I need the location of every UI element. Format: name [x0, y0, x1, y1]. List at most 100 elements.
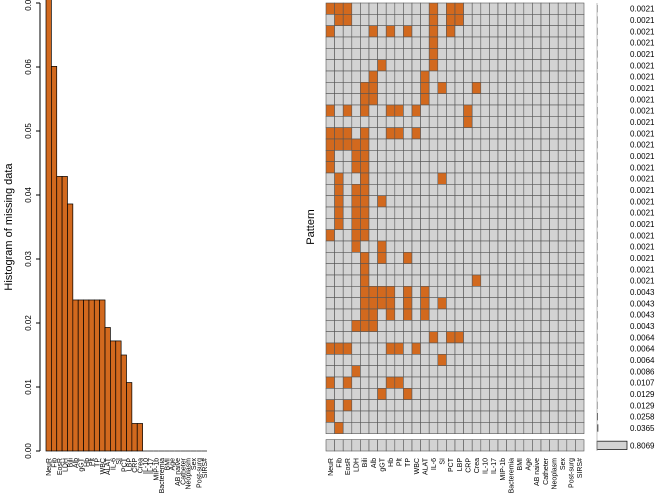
pattern-cell-observed — [463, 410, 473, 423]
pattern-cell-missing — [463, 116, 473, 128]
pattern-cell-missing — [368, 25, 378, 38]
pattern-cell-observed — [446, 195, 456, 208]
pattern-cell-observed — [514, 365, 525, 378]
pattern-cell-observed — [523, 161, 533, 174]
pattern-cell-missing — [334, 14, 344, 26]
pattern-cell-observed — [403, 229, 413, 242]
pattern-cell-observed — [557, 150, 568, 162]
pattern-cell-observed — [532, 286, 542, 298]
pattern-proportion-label: 0.0021 — [630, 107, 655, 116]
pattern-cell-observed — [549, 195, 559, 208]
pattern-x-tick-label: Alb — [371, 458, 378, 468]
pattern-cell-observed — [506, 116, 516, 128]
pattern-cell-observed — [532, 229, 542, 242]
pattern-cell-observed — [420, 274, 430, 287]
pattern-cell-observed — [334, 161, 344, 174]
pattern-cell-observed — [377, 206, 387, 219]
pattern-cell-observed — [446, 263, 456, 276]
pattern-cell-observed — [557, 308, 568, 321]
pattern-cell-observed — [360, 2, 370, 15]
pattern-cell-observed — [360, 354, 370, 366]
pattern-cell-observed — [480, 342, 490, 355]
pattern-cell-missing — [342, 127, 353, 140]
pattern-cell-observed — [489, 439, 499, 452]
pattern-cell-observed — [532, 274, 542, 287]
pattern-cell-observed — [342, 286, 353, 298]
pattern-cell-observed — [540, 161, 550, 174]
pattern-cell-observed — [411, 36, 421, 49]
pattern-cell-observed — [446, 399, 456, 412]
pattern-cell-observed — [437, 286, 447, 298]
pattern-cell-observed — [437, 48, 447, 60]
pattern-cell-missing — [463, 104, 473, 117]
pattern-cell-observed — [420, 354, 430, 366]
pattern-cell-observed — [394, 150, 404, 162]
pattern-proportion-label: 0.0021 — [630, 197, 655, 206]
pattern-cell-missing — [411, 104, 421, 117]
pattern-cell-observed — [342, 274, 353, 287]
pattern-proportion-label: 0.0021 — [630, 73, 655, 82]
pattern-cell-observed — [540, 150, 550, 162]
pattern-cell-observed — [334, 388, 344, 400]
pattern-cell-observed — [454, 376, 464, 389]
pattern-cell-observed — [506, 138, 516, 151]
pattern-cell-observed — [351, 25, 361, 38]
pattern-cell-observed — [437, 127, 447, 140]
pattern-cell-observed — [403, 410, 413, 423]
pattern-cell-observed — [575, 388, 585, 400]
pattern-cell-observed — [420, 331, 430, 344]
pattern-cell-observed — [403, 422, 413, 434]
histogram-x-tick-label: SI — [116, 458, 123, 465]
pattern-cell-missing — [403, 286, 413, 298]
pattern-cell-observed — [428, 93, 439, 106]
pattern-cell-observed — [351, 36, 361, 49]
pattern-cell-observed — [437, 104, 447, 117]
pattern-cell-observed — [342, 150, 353, 162]
pattern-cell-observed — [532, 195, 542, 208]
pattern-cell-observed — [377, 116, 387, 128]
pattern-cell-observed — [463, 274, 473, 287]
pattern-cell-observed — [334, 308, 344, 321]
pattern-cell-observed — [446, 206, 456, 219]
pattern-cell-observed — [463, 286, 473, 298]
pattern-cell-observed — [489, 25, 499, 38]
pattern-cell-missing — [360, 184, 370, 196]
histogram-bar — [120, 354, 127, 452]
pattern-cell-observed — [532, 116, 542, 128]
pattern-cell-observed — [437, 331, 447, 344]
pattern-cell-observed — [506, 388, 516, 400]
pattern-cell-missing — [420, 286, 430, 298]
pattern-cell-observed — [385, 354, 396, 366]
pattern-cell-observed — [437, 388, 447, 400]
pattern-cell-observed — [549, 138, 559, 151]
pattern-cell-observed — [532, 388, 542, 400]
pattern-cell-observed — [489, 138, 499, 151]
pattern-cell-observed — [377, 82, 387, 94]
pattern-cell-observed — [428, 439, 439, 452]
pattern-cell-observed — [514, 399, 525, 412]
pattern-cell-observed — [334, 36, 344, 49]
pattern-cell-observed — [411, 376, 421, 389]
pattern-cell-observed — [368, 365, 378, 378]
pattern-cell-observed — [351, 308, 361, 321]
pattern-cell-observed — [454, 252, 464, 264]
pattern-cell-observed — [437, 70, 447, 83]
pattern-cell-observed — [532, 161, 542, 174]
pattern-cell-observed — [428, 365, 439, 378]
pattern-cell-observed — [575, 342, 585, 355]
pattern-cell-observed — [394, 297, 404, 310]
pattern-cell-missing — [368, 82, 378, 94]
pattern-cell-observed — [506, 376, 516, 389]
pattern-cell-observed — [506, 59, 516, 72]
pattern-cell-observed — [446, 48, 456, 60]
pattern-cell-observed — [428, 206, 439, 219]
pattern-cell-observed — [420, 2, 430, 15]
pattern-cell-observed — [506, 218, 516, 230]
pattern-x-tick-label: Neoplasm — [551, 458, 558, 490]
pattern-cell-observed — [446, 376, 456, 389]
pattern-cell-observed — [463, 308, 473, 321]
pattern-cell-observed — [360, 342, 370, 355]
pattern-cell-observed — [549, 297, 559, 310]
pattern-cell-observed — [420, 59, 430, 72]
pattern-cell-observed — [540, 218, 550, 230]
